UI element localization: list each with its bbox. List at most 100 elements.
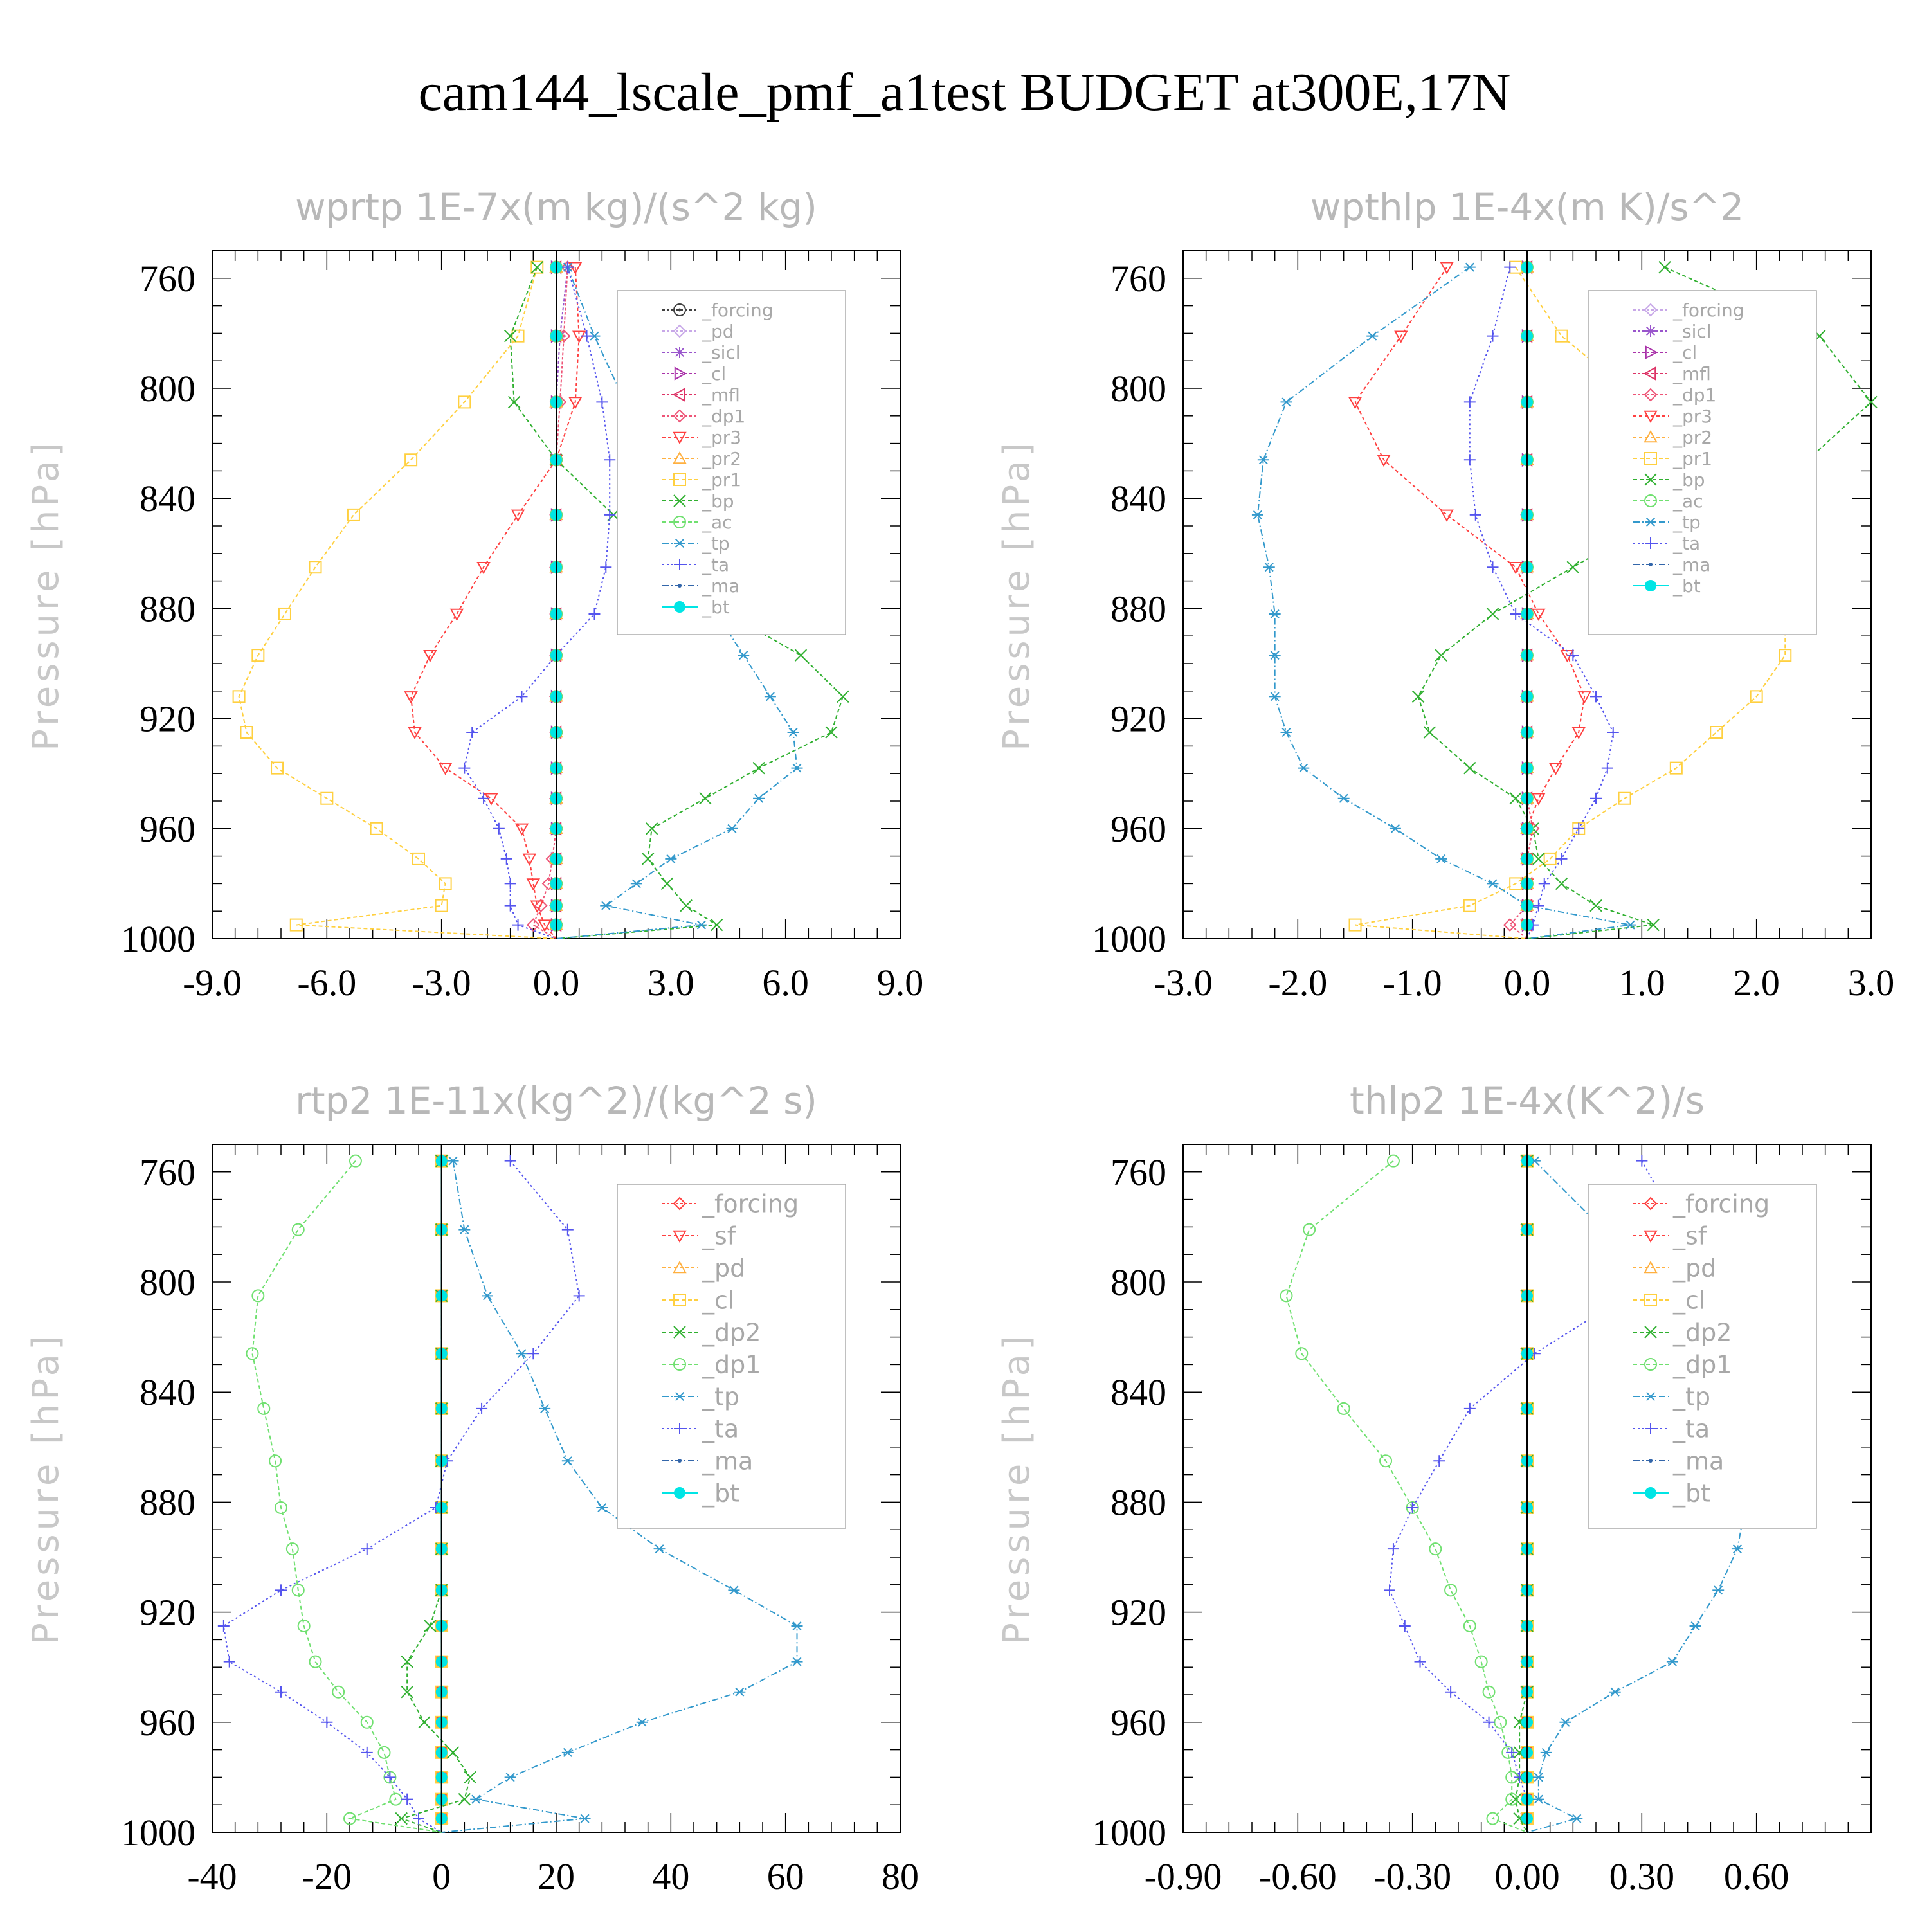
data-point: [1865, 395, 1878, 409]
legend-item: _forcing: [662, 1189, 799, 1218]
data-point: [278, 607, 291, 620]
data-point: [753, 793, 765, 803]
data-point: [291, 1584, 305, 1597]
data-point: [438, 763, 453, 775]
data-point: [596, 396, 608, 408]
data-point: [503, 329, 517, 343]
data-point: [516, 1349, 528, 1359]
y-tick-label: 960: [140, 808, 195, 850]
y-tick-label: 880: [1110, 588, 1166, 629]
data-point: [395, 1812, 408, 1825]
y-tick-label: 920: [1110, 698, 1166, 740]
series-line: [1256, 266, 1631, 939]
legend-swatch-marker: [1644, 388, 1658, 402]
data-point: [470, 1794, 482, 1804]
legend-item: _dp1: [662, 1350, 761, 1378]
data-point: [1636, 1155, 1648, 1167]
data-point: [1406, 1501, 1418, 1513]
data-point: [653, 1544, 666, 1554]
data-point: [1532, 853, 1545, 865]
legend-label: _pr2: [1672, 427, 1712, 448]
data-point: [516, 691, 528, 703]
data-point: [1377, 455, 1391, 467]
y-tick-label: 840: [1110, 1371, 1166, 1413]
data-point: [401, 1655, 413, 1668]
data-point: [1295, 1347, 1309, 1360]
data-point: [1445, 1686, 1457, 1698]
legend-item: _tp: [1633, 512, 1701, 533]
legend-swatch-marker-ring: [673, 303, 686, 316]
data-point: [1532, 1794, 1544, 1804]
legend-item: _pr1: [662, 469, 741, 491]
series-line: [556, 267, 798, 939]
data-point: [240, 726, 253, 739]
data-point: [1571, 727, 1586, 740]
data-point: [476, 1402, 488, 1414]
data-point: [251, 1289, 265, 1303]
legend-item: _cl: [1633, 342, 1697, 363]
x-tick-label: 0.0: [533, 962, 580, 1004]
legend-item: _pd: [1633, 1254, 1716, 1282]
data-point: [217, 1620, 230, 1632]
data-point: [1429, 1542, 1442, 1556]
data-point: [837, 690, 849, 703]
y-tick-label: 960: [1110, 1702, 1166, 1744]
legend-item: _mfl: [662, 384, 740, 406]
legend-label: _sf: [1672, 1222, 1708, 1250]
legend-item: _ta: [1633, 1414, 1710, 1443]
data-point: [561, 1456, 574, 1466]
x-tick-label: -0.30: [1373, 1855, 1451, 1897]
data-point: [1251, 510, 1263, 519]
data-point: [1463, 1620, 1476, 1632]
x-tick-label: -0.90: [1145, 1855, 1222, 1897]
data-point: [1532, 1773, 1544, 1782]
data-point: [1463, 1402, 1476, 1414]
data-point: [271, 761, 284, 775]
data-point: [1379, 1454, 1393, 1468]
data-point: [791, 1621, 803, 1631]
data-point: [600, 561, 612, 573]
series-line: [222, 1160, 580, 1833]
legend-swatch-marker: [673, 303, 686, 316]
x-tick-label: 20: [538, 1855, 575, 1897]
data-point: [413, 1812, 424, 1825]
series-ta: [458, 261, 616, 939]
data-point: [1257, 455, 1269, 465]
legend-swatch-marker: [1645, 517, 1656, 527]
data-point: [1669, 761, 1683, 775]
legend-swatch-marker: [673, 409, 687, 423]
legend-item: _ac: [1633, 491, 1703, 512]
legend-swatch-marker: [673, 324, 687, 338]
data-point: [1505, 1792, 1519, 1806]
legend-label: _mfl: [702, 384, 740, 406]
legend-item: _dp2: [1633, 1318, 1732, 1346]
legend-box: [617, 1184, 846, 1529]
data-point: [1532, 793, 1546, 806]
data-point: [791, 763, 803, 773]
data-point: [1263, 563, 1275, 572]
legend-label: _ma: [1672, 1447, 1724, 1475]
data-point: [447, 1156, 459, 1166]
data-point: [458, 762, 471, 774]
data-point: [1506, 1746, 1518, 1758]
data-point: [1601, 762, 1613, 774]
data-point: [1647, 918, 1660, 932]
data-point: [404, 453, 418, 467]
legend-swatch-marker: [674, 538, 685, 548]
data-point: [1411, 690, 1425, 703]
x-tick-label: 0: [432, 1855, 451, 1897]
x-tick-label: -3.0: [412, 962, 471, 1004]
legend-swatch-marker: [673, 473, 686, 486]
legend-label: _ac: [1672, 491, 1703, 512]
data-point: [285, 1542, 299, 1556]
data-point: [1609, 1687, 1621, 1697]
series-line: [238, 267, 557, 939]
legend-swatch-marker: [1644, 303, 1658, 317]
legend-item: _dp1: [1633, 1350, 1732, 1378]
data-point: [710, 918, 723, 932]
x-tick-label: -9.0: [183, 962, 242, 1004]
legend-label: _ta: [702, 554, 729, 575]
